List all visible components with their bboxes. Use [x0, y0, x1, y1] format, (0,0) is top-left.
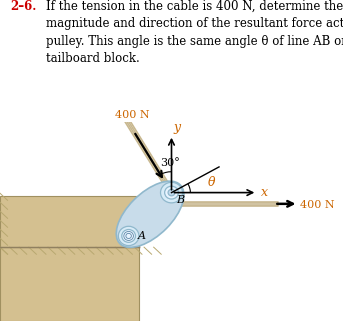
Text: B: B [177, 195, 185, 205]
Polygon shape [0, 196, 139, 247]
Text: A: A [138, 230, 146, 240]
Text: If the tension in the cable is 400 N, determine the
magnitude and direction of t: If the tension in the cable is 400 N, de… [46, 0, 343, 65]
Circle shape [161, 182, 182, 203]
Text: 30°: 30° [160, 158, 180, 168]
Circle shape [122, 230, 135, 242]
Ellipse shape [116, 181, 184, 247]
Circle shape [168, 189, 175, 196]
Text: 400 N: 400 N [300, 200, 335, 210]
Text: 2–6.: 2–6. [10, 0, 37, 13]
Text: x: x [261, 187, 268, 199]
Text: θ: θ [208, 176, 215, 188]
Circle shape [165, 186, 178, 199]
Circle shape [118, 226, 139, 246]
Polygon shape [0, 247, 139, 321]
Text: 400 N: 400 N [115, 110, 150, 120]
Text: y: y [173, 121, 180, 134]
